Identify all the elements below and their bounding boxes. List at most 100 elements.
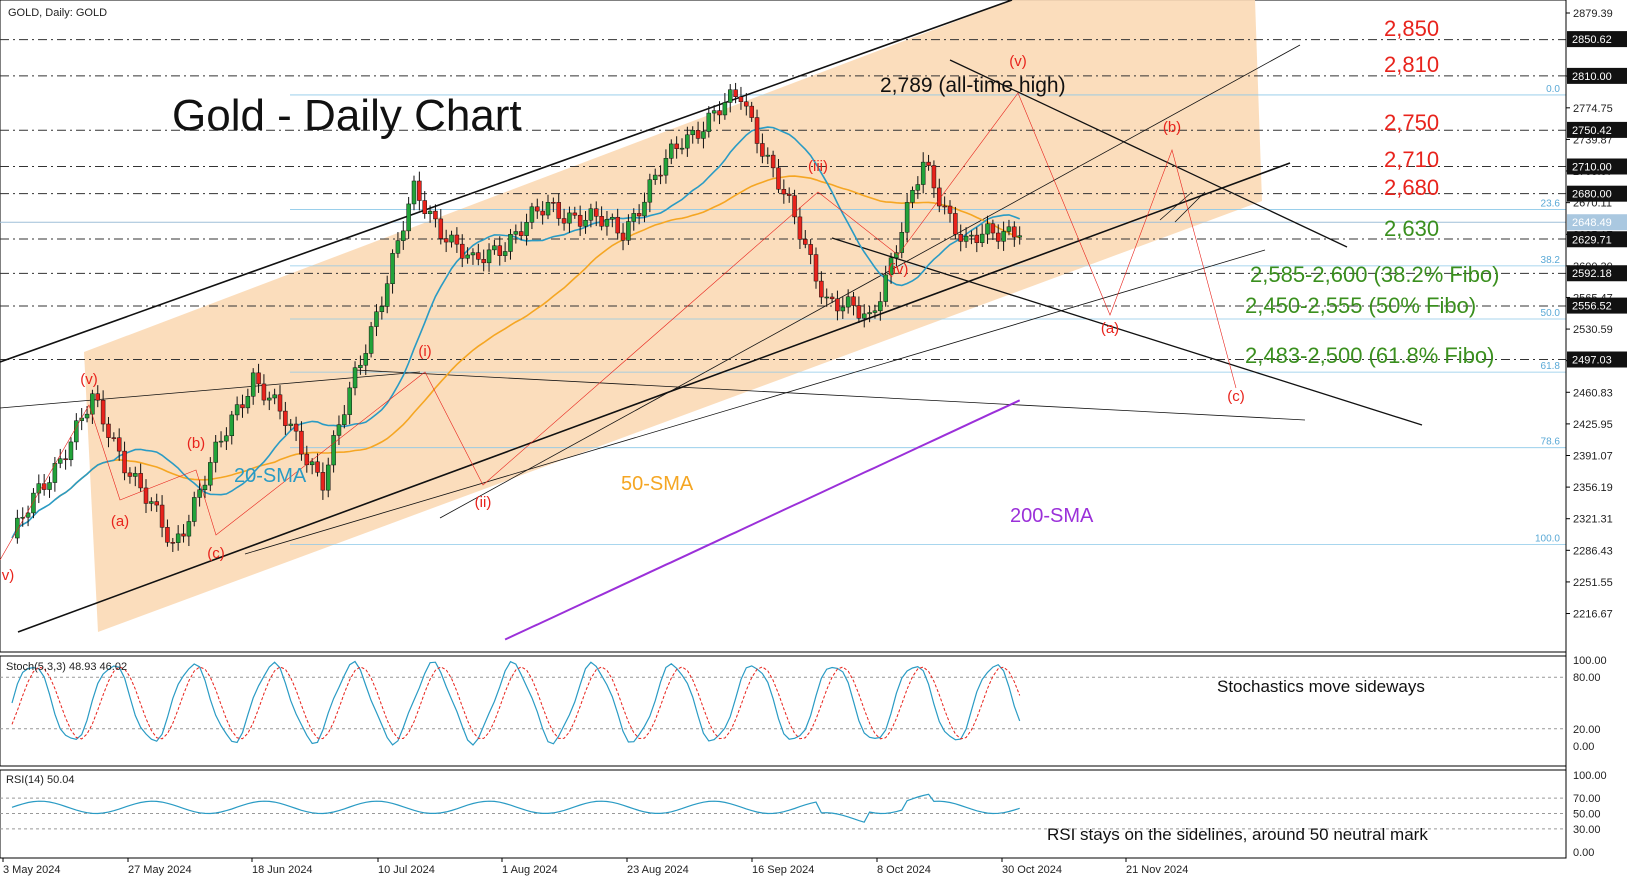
candle	[175, 533, 181, 543]
candle	[658, 174, 663, 177]
candle	[133, 473, 138, 477]
trendline	[244, 249, 1266, 555]
candle	[717, 110, 722, 116]
candle	[604, 219, 610, 227]
wave-label: (v)	[1009, 53, 1027, 70]
wave-label: (iv)	[888, 261, 909, 278]
candle	[990, 223, 996, 234]
candle	[958, 234, 963, 242]
candle	[669, 143, 674, 159]
price-box-label: 2750.42	[1572, 125, 1612, 137]
candle	[647, 179, 653, 203]
candle	[760, 143, 765, 157]
stoch-k-line	[11, 660, 1021, 746]
price-axis: 2879.392809.872774.752739.872705.072670.…	[1565, 0, 1627, 858]
candle	[68, 441, 74, 461]
candle	[808, 244, 813, 255]
rsi-tick: 30.00	[1573, 824, 1601, 836]
fib-label: 100.0	[1535, 533, 1560, 544]
candle	[390, 253, 395, 284]
candle	[840, 306, 846, 312]
time-tick-label: 18 Jun 2024	[252, 864, 313, 876]
wave-path	[0, 92, 1237, 561]
candle	[754, 117, 760, 144]
candle	[722, 102, 728, 116]
fib-label: 50.0	[1541, 308, 1561, 319]
candle	[856, 305, 862, 319]
time-tick-label: 16 Sep 2024	[752, 864, 814, 876]
candle	[513, 231, 519, 235]
price-tick-label: 2286.43	[1573, 545, 1613, 557]
stoch-tick: 20.00	[1573, 724, 1601, 736]
candle	[695, 130, 701, 139]
candle	[191, 497, 197, 522]
candle	[904, 202, 910, 233]
wave-label: (ii)	[475, 494, 492, 511]
candle	[202, 484, 208, 491]
fib-label: 0.0	[1546, 84, 1560, 95]
candle	[90, 393, 95, 415]
candle	[979, 233, 985, 243]
wave-label: (b)	[1163, 119, 1181, 136]
candle	[470, 252, 476, 256]
price-box	[1567, 297, 1627, 314]
sma20-label: 20-SMA	[234, 465, 307, 487]
candle	[277, 394, 283, 412]
price-box-label: 2592.18	[1572, 268, 1612, 280]
candle	[878, 301, 883, 312]
candle	[454, 234, 460, 245]
candle	[309, 461, 315, 466]
candle	[518, 231, 524, 236]
candle	[749, 105, 754, 118]
level-label: 2,630	[1384, 216, 1439, 241]
candle	[481, 259, 486, 264]
candle	[127, 472, 133, 477]
candle	[545, 202, 551, 216]
candle	[690, 130, 695, 136]
price-box-label: 2556.52	[1572, 301, 1612, 313]
candle	[636, 213, 642, 217]
price-box-label: 2629.71	[1572, 234, 1612, 246]
candle	[920, 161, 926, 185]
candle	[797, 216, 803, 240]
sma200-label: 200-SMA	[1010, 505, 1094, 527]
candle	[803, 239, 808, 245]
candle	[154, 501, 159, 506]
candle	[883, 274, 888, 302]
candle	[770, 154, 776, 169]
candle	[738, 96, 744, 103]
candle	[931, 165, 937, 189]
stoch-label: Stoch(5,3,3) 48.93 46.02	[6, 661, 127, 673]
trendline	[1159, 191, 1193, 221]
candle	[615, 216, 620, 234]
wave-label: (a)	[111, 513, 129, 530]
candle	[727, 89, 733, 103]
candle	[427, 210, 433, 215]
candle	[304, 453, 310, 466]
candle	[283, 410, 288, 426]
price-box	[1567, 185, 1627, 202]
price-box-label: 2710.00	[1572, 162, 1612, 174]
candle	[899, 232, 905, 253]
candle	[685, 134, 690, 149]
candle	[417, 180, 422, 201]
candle	[486, 249, 492, 264]
candle	[111, 437, 117, 439]
candle	[438, 218, 444, 239]
time-tick-label: 8 Oct 2024	[877, 864, 931, 876]
candle	[561, 218, 567, 224]
price-box-label: 2850.62	[1572, 34, 1612, 46]
candle	[502, 251, 508, 256]
price-tick-label: 2879.39	[1573, 8, 1613, 20]
candle	[15, 517, 20, 539]
level-label: 2,810	[1384, 52, 1439, 77]
candle	[95, 393, 101, 401]
price-tick-label: 2425.95	[1573, 419, 1613, 431]
candle	[149, 501, 154, 504]
stoch-tick: 0.00	[1573, 741, 1594, 753]
candle	[599, 216, 604, 227]
candle	[819, 280, 824, 298]
chart-header: GOLD, Daily: GOLD	[8, 7, 107, 19]
candle	[572, 212, 578, 216]
candle	[556, 202, 561, 219]
